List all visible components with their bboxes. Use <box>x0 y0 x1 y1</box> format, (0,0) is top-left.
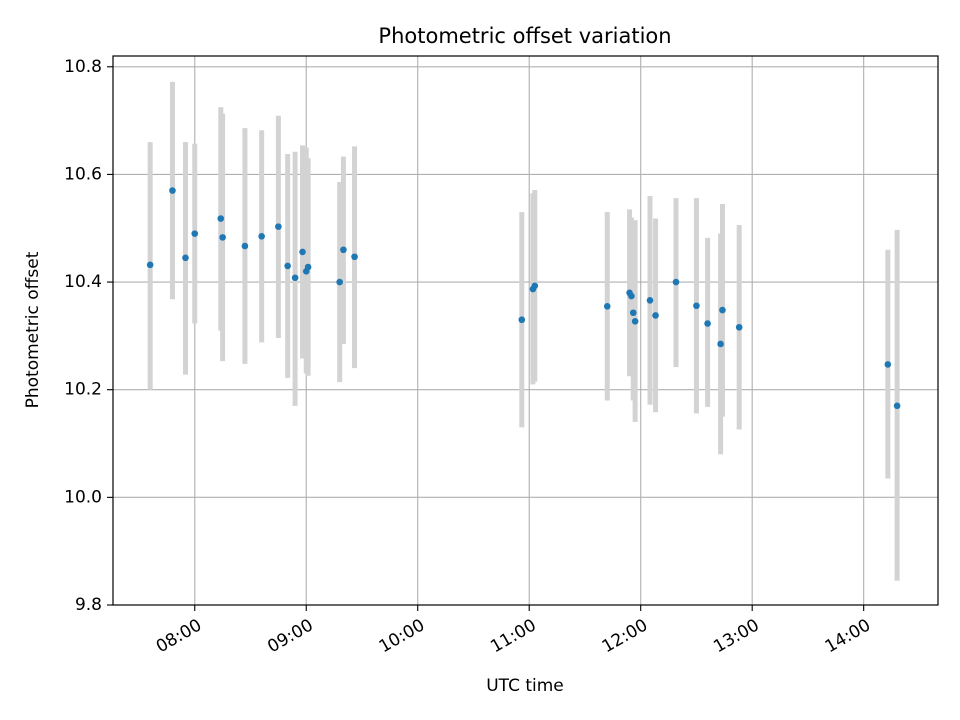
plot-frame <box>112 55 939 606</box>
data-point <box>518 316 526 324</box>
data-point <box>241 242 249 250</box>
x-tick-label: 12:00 <box>599 615 651 657</box>
x-tick-label: 11:00 <box>487 615 539 657</box>
data-point <box>146 261 154 269</box>
data-point <box>652 312 659 319</box>
data-point <box>884 361 892 368</box>
point-layer <box>146 187 901 410</box>
y-tick-label: 10.8 <box>64 57 102 77</box>
data-point <box>717 340 724 348</box>
data-point <box>735 323 743 331</box>
data-point <box>169 187 176 194</box>
data-point <box>258 233 265 240</box>
data-point <box>340 246 347 254</box>
data-point <box>628 292 635 300</box>
y-tick-label: 10.2 <box>64 380 102 400</box>
y-tick-label: 10.0 <box>64 487 102 507</box>
x-tick-label: 10:00 <box>376 615 428 657</box>
data-point <box>646 297 654 304</box>
data-point <box>631 318 639 325</box>
data-point <box>182 254 189 262</box>
data-point <box>284 262 291 270</box>
data-point <box>217 215 225 222</box>
data-point <box>219 234 226 241</box>
y-axis-label: Photometric offset <box>23 251 43 408</box>
data-point <box>299 248 306 256</box>
y-tick-label: 10.4 <box>64 272 102 292</box>
data-point <box>693 302 700 310</box>
data-point <box>275 223 282 230</box>
errorbar-layer <box>147 81 900 581</box>
data-point <box>672 278 680 286</box>
chart-title: Photometric offset variation <box>378 24 671 48</box>
data-point <box>629 309 637 317</box>
x-tick-label: 09:00 <box>264 615 316 657</box>
data-point <box>351 253 358 261</box>
data-point <box>531 282 539 290</box>
data-point <box>603 302 611 310</box>
data-point <box>719 306 726 314</box>
data-point <box>291 274 299 282</box>
x-axis-label: UTC time <box>486 676 564 696</box>
data-point <box>336 278 343 286</box>
x-tick-label: 14:00 <box>822 615 874 657</box>
data-point <box>893 402 901 410</box>
grid-layer <box>113 56 938 606</box>
y-tick-label: 9.8 <box>75 595 102 615</box>
x-tick-label: 13:00 <box>710 615 762 657</box>
data-point <box>191 230 199 237</box>
data-point <box>704 320 711 327</box>
x-tick-label: 08:00 <box>153 615 205 657</box>
y-tick-label: 10.6 <box>64 164 102 184</box>
data-point <box>304 263 312 271</box>
